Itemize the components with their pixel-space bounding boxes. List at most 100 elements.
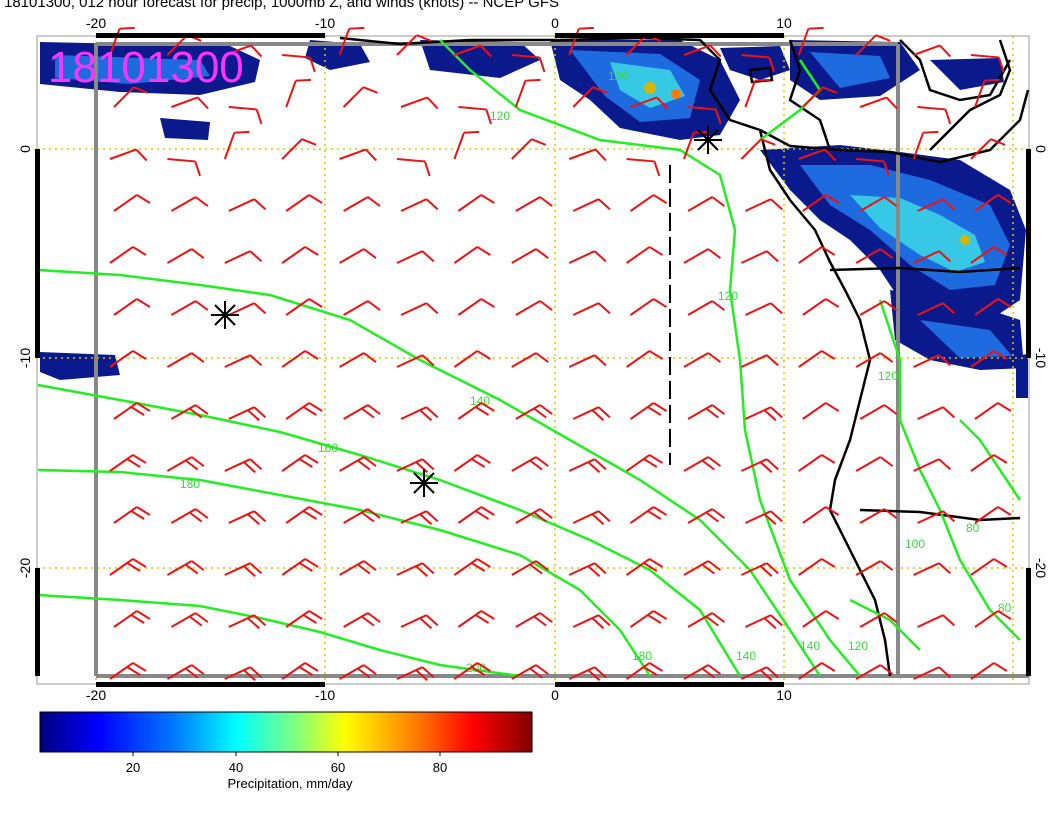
wind-barb bbox=[744, 406, 783, 422]
wind-barb bbox=[630, 610, 668, 628]
wind-barb bbox=[859, 612, 898, 628]
wind-barb bbox=[515, 612, 553, 628]
colorbar-ticks bbox=[132, 752, 441, 756]
wind-barb bbox=[166, 456, 205, 472]
wind-barb bbox=[339, 352, 377, 368]
precip-area-north-east bbox=[790, 40, 1004, 100]
wind-barb bbox=[626, 350, 664, 368]
wind-barb bbox=[109, 246, 147, 264]
wind-barb bbox=[515, 300, 553, 316]
wind-barb bbox=[740, 354, 779, 368]
wind-barb bbox=[917, 406, 955, 420]
contour-label: 180 bbox=[632, 649, 652, 663]
wind-barb bbox=[630, 96, 669, 110]
wind-barb bbox=[339, 148, 378, 162]
colorbar-tick-label: 80 bbox=[432, 760, 448, 775]
wind-barb bbox=[396, 458, 435, 474]
wind-barb bbox=[224, 562, 263, 578]
wind-barb bbox=[683, 352, 722, 368]
wind-barb bbox=[687, 106, 722, 125]
top-tick: 0 bbox=[551, 15, 559, 31]
wind-barb bbox=[281, 558, 319, 576]
wind-barb bbox=[913, 562, 951, 576]
wind-barb bbox=[913, 458, 951, 472]
wind-barb bbox=[630, 298, 668, 316]
wind-barb bbox=[228, 198, 267, 212]
wind-barb bbox=[285, 194, 323, 212]
wind-barb bbox=[228, 510, 267, 526]
coastline-layer bbox=[339, 36, 1030, 677]
contour-label: 160 bbox=[318, 441, 338, 455]
wind-barb bbox=[859, 404, 898, 420]
wind-barb bbox=[970, 246, 1008, 264]
wind-barb bbox=[913, 666, 951, 680]
contour-label: 80 bbox=[998, 601, 1012, 615]
contour-label: 120 bbox=[608, 69, 628, 83]
wind-barb bbox=[798, 148, 837, 162]
wind-barb bbox=[339, 664, 377, 680]
wind-barb bbox=[281, 246, 319, 264]
wind-barb bbox=[855, 560, 894, 576]
wind-barb bbox=[396, 666, 435, 682]
date-stamp: 18101300 bbox=[48, 43, 244, 92]
wind-barb bbox=[970, 350, 1008, 368]
wind-barb bbox=[683, 456, 722, 472]
bottom-tick: 10 bbox=[776, 687, 792, 703]
wind-barb bbox=[741, 54, 776, 73]
wind-barb bbox=[224, 44, 263, 58]
contour-label: 100 bbox=[905, 537, 925, 551]
contour-label: 120 bbox=[718, 289, 738, 303]
wind-barb bbox=[970, 558, 1008, 576]
colorbar bbox=[39, 711, 533, 753]
wind-barb bbox=[338, 26, 365, 56]
precip-area-gulf bbox=[760, 145, 1026, 325]
wind-barb bbox=[457, 506, 495, 524]
wind-barb bbox=[683, 248, 722, 264]
wind-barb bbox=[974, 402, 1012, 420]
wind-barb bbox=[572, 614, 611, 630]
wind-barb bbox=[457, 194, 495, 212]
wind-barb bbox=[798, 350, 836, 368]
wind-barb bbox=[626, 662, 664, 680]
wind-barb bbox=[744, 78, 771, 108]
right-tick: -10 bbox=[1033, 348, 1049, 368]
bottom-tick: -10 bbox=[315, 687, 335, 703]
wind-barb bbox=[396, 250, 435, 264]
axis-bars bbox=[35, 33, 1031, 687]
wind-barb bbox=[281, 350, 319, 368]
bottom-tick: -20 bbox=[86, 687, 106, 703]
wind-barb bbox=[572, 86, 608, 108]
wind-barb bbox=[744, 302, 783, 316]
wind-barb bbox=[453, 454, 491, 472]
wind-barb bbox=[343, 404, 381, 420]
wind-barb bbox=[453, 662, 491, 680]
left-tick: -10 bbox=[17, 348, 33, 368]
wind-barb bbox=[396, 34, 432, 56]
wind-barb bbox=[511, 248, 549, 264]
wind-barb bbox=[458, 106, 493, 125]
wind-barb bbox=[285, 506, 323, 524]
wind-barb bbox=[281, 138, 317, 160]
wind-barb bbox=[453, 246, 491, 264]
wind-barb bbox=[687, 508, 726, 524]
wind-barb bbox=[343, 508, 381, 524]
wind-barb bbox=[343, 300, 381, 316]
wind-barb bbox=[454, 44, 492, 58]
contour-label: 180 bbox=[180, 477, 200, 491]
wind-barb bbox=[798, 662, 836, 680]
wind-barb bbox=[626, 246, 664, 264]
wind-barb bbox=[855, 352, 894, 368]
wind-barb bbox=[687, 612, 726, 628]
wind-barb bbox=[568, 458, 607, 474]
wind-barb bbox=[970, 54, 1005, 73]
wind-barb bbox=[228, 302, 267, 316]
contour-label: 80 bbox=[966, 521, 980, 535]
wind-barb bbox=[859, 508, 898, 524]
contour-labels: 120 120 120 140 160 180 200 180 140 140 … bbox=[180, 69, 1012, 675]
wind-barb bbox=[166, 248, 205, 264]
wind-barb bbox=[626, 158, 661, 177]
wind-barb bbox=[400, 198, 439, 212]
wind-barb bbox=[400, 302, 439, 316]
wind-barb bbox=[797, 26, 824, 56]
wind-barb bbox=[171, 96, 209, 110]
